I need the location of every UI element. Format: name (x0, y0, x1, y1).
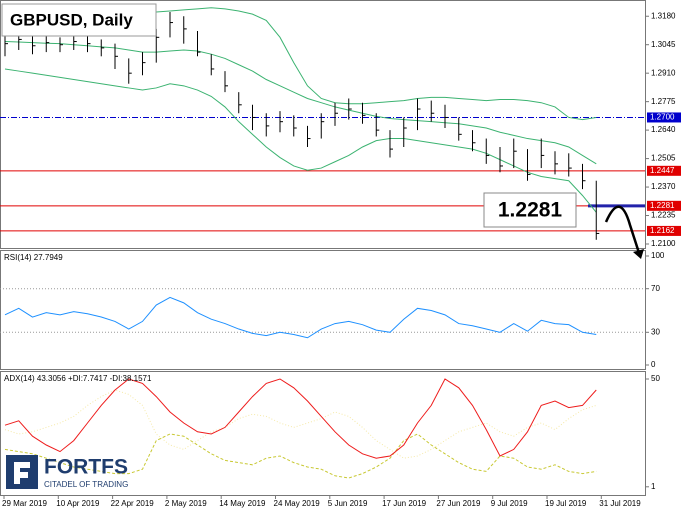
band-middle (4, 41, 597, 165)
level-label-box (647, 112, 681, 123)
x-tick-label: 27 Jun 2019 (436, 499, 481, 508)
level-label-box (647, 200, 681, 211)
y-tick-label: 1.2100 (651, 239, 676, 248)
y-tick-label: 30 (651, 327, 660, 336)
chart-title: GBPUSD, Daily (10, 10, 133, 29)
arrow (604, 205, 642, 257)
y-tick-label: 70 (651, 284, 660, 293)
x-tick-label: 17 Jun 2019 (382, 499, 427, 508)
logo-tagline: CITADEL OF TRADING (44, 480, 128, 489)
series-line (4, 378, 597, 459)
level-label: 1.2281 (650, 201, 675, 210)
y-tick-label: 1.2235 (651, 211, 676, 220)
x-tick-label: 2 May 2019 (165, 499, 207, 508)
annotation-box (483, 192, 577, 228)
logo-f (14, 462, 30, 484)
x-tick-label: 5 Jun 2019 (328, 499, 368, 508)
x-tick-label: 22 Apr 2019 (111, 499, 155, 508)
x-tick-label: 29 Mar 2019 (2, 499, 47, 508)
x-tick-label: 14 May 2019 (219, 499, 266, 508)
y-tick-label: 1.2775 (651, 97, 676, 106)
rsi-panel (0, 250, 646, 370)
adx-panel (0, 371, 646, 496)
adx-title: ADX(14) 43.3056 +DI:7.7417 -DI:38.1571 (4, 374, 152, 383)
series-line (4, 433, 597, 479)
x-tick-label: 9 Jul 2019 (491, 499, 528, 508)
x-tick-label: 19 Jul 2019 (545, 499, 587, 508)
arrow-head (633, 249, 644, 259)
y-tick-label: 1.2370 (651, 182, 676, 191)
price-panel (0, 0, 646, 249)
annotation: 1.2281 (498, 199, 563, 222)
y-tick-label: 1.3180 (651, 11, 676, 20)
band-lower (4, 68, 597, 213)
x-tick-label: 31 Jul 2019 (599, 499, 641, 508)
title-box (1, 3, 157, 37)
y-tick-label: 1.2640 (651, 125, 676, 134)
y-tick-label: 1 (651, 482, 656, 491)
level-label: 1.2700 (650, 113, 675, 122)
y-tick-label: 1.2910 (651, 68, 676, 77)
level-label: 1.2162 (650, 226, 675, 235)
x-tick-label: 24 May 2019 (274, 499, 321, 508)
y-tick-label: 100 (651, 251, 665, 260)
y-tick-label: 50 (651, 374, 660, 383)
series-line (4, 296, 597, 339)
x-tick-label: 10 Apr 2019 (56, 499, 100, 508)
level-label: 1.2447 (650, 166, 675, 175)
y-tick-label: 1.2505 (651, 154, 676, 163)
y-tick-label: 0 (651, 360, 656, 369)
level-label-box (647, 165, 681, 176)
level-label-box (647, 225, 681, 236)
logo-name: FORTFS (44, 456, 128, 479)
y-tick-label: 1.3045 (651, 40, 676, 49)
series-line (4, 389, 597, 459)
rsi-title: RSI(14) 27.7949 (4, 253, 63, 262)
